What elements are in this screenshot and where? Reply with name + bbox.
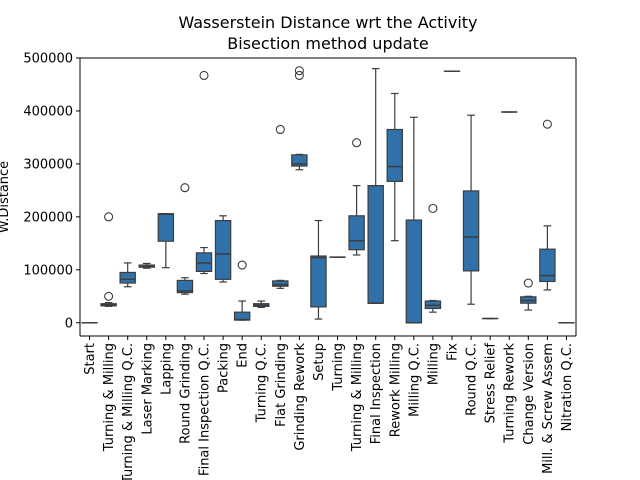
x-tick-label: Laser Marking bbox=[140, 343, 155, 435]
box-group-17 bbox=[405, 116, 423, 324]
chart-title-line-2: Bisection method update bbox=[227, 34, 428, 53]
box-group-24 bbox=[539, 119, 556, 291]
x-tick-label: Round Grinding bbox=[178, 343, 193, 444]
box-iqr bbox=[405, 219, 423, 324]
plot-area bbox=[79, 57, 577, 337]
box-iqr bbox=[348, 215, 365, 251]
box-iqr bbox=[176, 279, 194, 294]
box-group-15 bbox=[367, 67, 384, 304]
y-tick-label: 400000 bbox=[23, 104, 73, 119]
y-tick-label: 500000 bbox=[23, 52, 73, 67]
box-group-4 bbox=[157, 213, 175, 269]
x-axis: Start Turning & Milling Turning & Milling … bbox=[83, 336, 575, 480]
outlier-point bbox=[104, 212, 114, 222]
outlier-point bbox=[294, 66, 304, 76]
box-group-3 bbox=[138, 262, 155, 269]
x-tick-label: Turning Q.C. bbox=[255, 343, 270, 423]
box-group-16 bbox=[386, 92, 403, 242]
outlier-point bbox=[199, 70, 209, 81]
outlier-point bbox=[237, 260, 247, 270]
y-tick-label: 0 bbox=[65, 316, 73, 331]
y-tick-label: 200000 bbox=[23, 210, 73, 225]
x-tick-label: Fix bbox=[446, 343, 461, 361]
outlier-point bbox=[275, 124, 285, 135]
x-tick-label: Milling bbox=[426, 343, 441, 385]
x-tick-label: Lapping bbox=[159, 343, 174, 395]
box-group-11 bbox=[291, 66, 308, 171]
box-group-1 bbox=[100, 212, 117, 307]
chart-title-line-1: Wasserstein Distance wrt the Activity bbox=[178, 13, 477, 32]
box-group-5 bbox=[176, 183, 194, 295]
outlier-point bbox=[180, 183, 190, 193]
x-tick-label: Round Q.C. bbox=[465, 343, 480, 416]
outlier-point bbox=[294, 70, 304, 81]
box-group-12 bbox=[310, 219, 327, 320]
box-iqr bbox=[367, 185, 384, 304]
x-tick-label: End bbox=[236, 343, 251, 368]
box-iqr bbox=[462, 190, 480, 272]
x-tick-label: Milling Q.C. bbox=[407, 343, 422, 417]
x-tick-label: Stress Relief bbox=[484, 343, 499, 424]
x-tick-label: Packing bbox=[217, 343, 232, 393]
box-iqr bbox=[386, 128, 403, 182]
box-group-23 bbox=[520, 278, 537, 311]
box-group-14 bbox=[348, 138, 365, 256]
y-tick-label: 100000 bbox=[23, 263, 73, 278]
y-tick-label: 300000 bbox=[23, 157, 73, 172]
x-tick-label: Turning & Milling bbox=[102, 343, 117, 452]
box-iqr bbox=[539, 248, 556, 283]
x-tick-label: Start bbox=[83, 343, 98, 375]
y-axis: 0 100000 200000 300000 400000 500000 bbox=[23, 52, 80, 331]
x-tick-label: Final Inspection Q.C. bbox=[198, 343, 213, 476]
box-group-2 bbox=[119, 262, 136, 288]
box-group-6 bbox=[195, 70, 213, 275]
x-tick-label: Nitration Q.C. bbox=[560, 343, 575, 431]
x-tick-label: Turning & Milling bbox=[350, 343, 365, 452]
box-iqr bbox=[195, 252, 213, 272]
x-tick-label: Setup bbox=[312, 343, 327, 381]
outlier-point bbox=[428, 203, 438, 213]
x-tick-label: Turning bbox=[331, 343, 346, 392]
box-iqr bbox=[272, 280, 289, 287]
x-tick-label: Flat Grinding bbox=[274, 343, 289, 427]
outlier-point bbox=[542, 119, 552, 129]
outlier-point bbox=[523, 278, 533, 288]
axes-frame bbox=[79, 57, 577, 337]
x-tick-label: Grinding Rework bbox=[293, 343, 308, 451]
box-group-18 bbox=[424, 203, 442, 313]
box-group-20 bbox=[462, 114, 480, 305]
x-tick-label: Change Version bbox=[522, 343, 537, 445]
box-group-7 bbox=[214, 215, 232, 283]
x-tick-label: Mill. & Screw Assem bbox=[541, 343, 556, 474]
y-axis-label: W.Distance bbox=[0, 161, 12, 233]
outlier-point bbox=[104, 291, 114, 301]
box-group-8 bbox=[233, 260, 251, 321]
x-tick-label: Turning Rework bbox=[503, 343, 518, 444]
box-iqr bbox=[157, 213, 175, 242]
box-iqr bbox=[310, 255, 327, 308]
box-iqr bbox=[119, 271, 136, 284]
x-tick-label: Final Inspection bbox=[369, 343, 384, 444]
box-group-10 bbox=[272, 124, 289, 289]
outlier-point bbox=[352, 138, 362, 148]
x-tick-label: Rework Milling bbox=[388, 343, 403, 437]
box-group-9 bbox=[253, 300, 270, 309]
x-tick-label: Turning & Milling Q.C. bbox=[121, 343, 136, 480]
box-iqr bbox=[214, 219, 232, 280]
box-iqr bbox=[291, 154, 308, 167]
